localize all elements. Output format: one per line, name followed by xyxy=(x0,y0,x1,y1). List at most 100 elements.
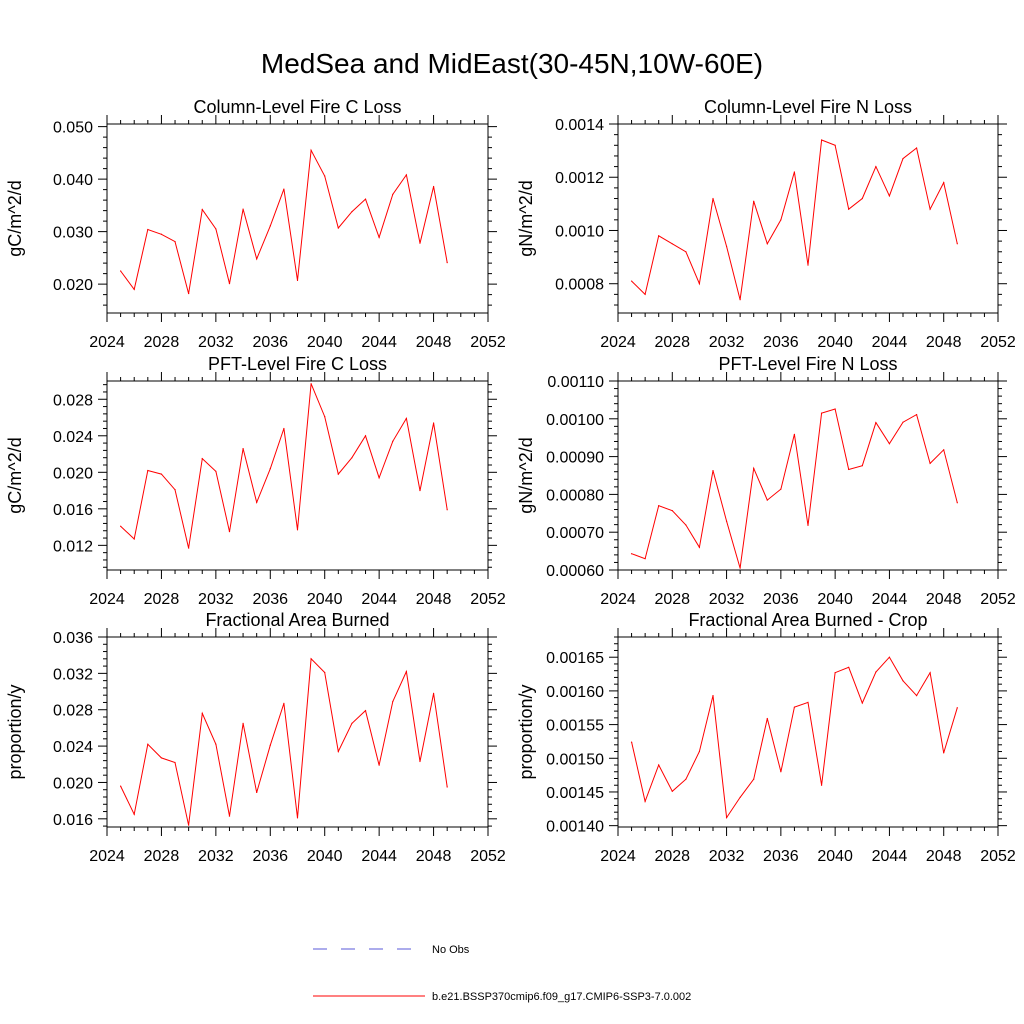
data-point xyxy=(392,193,394,195)
data-point xyxy=(753,778,755,780)
data-point xyxy=(269,225,271,227)
x-tick-label: 2044 xyxy=(872,848,908,865)
data-point xyxy=(861,702,863,704)
data-point xyxy=(739,299,741,301)
data-point xyxy=(432,422,435,424)
x-tick-label: 2052 xyxy=(470,848,506,865)
data-point xyxy=(902,421,904,423)
x-tick-label: 2036 xyxy=(763,848,799,865)
y-tick-label: 0.0008 xyxy=(555,277,604,294)
x-tick-label: 2028 xyxy=(144,334,180,351)
data-point xyxy=(698,283,701,285)
x-tick-label: 2040 xyxy=(817,334,853,351)
data-point xyxy=(644,293,646,295)
y-tick-label: 0.020 xyxy=(53,775,93,792)
data-point xyxy=(188,824,190,826)
panel-title: Column-Level Fire N Loss xyxy=(704,97,912,117)
data-point xyxy=(834,144,836,146)
x-tick-label: 2024 xyxy=(600,591,636,608)
x-tick-label: 2024 xyxy=(89,334,125,351)
data-point xyxy=(820,784,823,786)
data-point xyxy=(766,499,768,501)
data-point xyxy=(671,510,673,512)
data-point xyxy=(324,175,326,177)
y-tick-label: 0.00110 xyxy=(547,374,604,391)
y-tick-label: 0.00100 xyxy=(546,412,604,429)
data-point xyxy=(337,227,339,229)
x-tick-label: 2052 xyxy=(980,591,1016,608)
data-point xyxy=(378,764,380,766)
x-tick-label: 2032 xyxy=(709,334,745,351)
x-tick-label: 2040 xyxy=(817,848,853,865)
chart-panel-6: 2024 2028 2032 2036 2040 2044 2048 2052 0.00140 0… xyxy=(516,610,1016,865)
data-point xyxy=(351,722,353,724)
y-tick-label: 0.024 xyxy=(53,739,93,756)
data-point xyxy=(269,468,271,470)
data-point xyxy=(848,666,850,668)
data-point xyxy=(848,468,850,471)
figure-title: MedSea and MidEast(30-45N,10W-60E) xyxy=(260,48,764,79)
data-point xyxy=(419,760,421,763)
x-tick-label: 2048 xyxy=(416,591,452,608)
y-tick-label: 0.00060 xyxy=(546,563,604,580)
data-point xyxy=(296,529,299,531)
data-point xyxy=(147,743,149,745)
data-point xyxy=(685,251,687,253)
y-tick-label: 0.040 xyxy=(53,172,93,189)
x-tick-label: 2044 xyxy=(872,591,908,608)
data-point xyxy=(419,242,421,244)
legend-obs-label: No Obs xyxy=(432,944,470,956)
y-tick-label: 0.00090 xyxy=(546,450,604,467)
data-point xyxy=(766,717,768,720)
legend-model-label: b.e21.BSSP370cmip6.f09_g17.CMIP6-SSP3-7.… xyxy=(432,991,691,1003)
data-point xyxy=(725,245,728,248)
y-axis-label: gC/m^2/d xyxy=(5,437,25,513)
x-tick-label: 2044 xyxy=(872,334,908,351)
data-point xyxy=(956,707,958,709)
data-point xyxy=(405,174,407,176)
data-point xyxy=(296,279,299,282)
x-tick-label: 2040 xyxy=(307,591,343,608)
data-point xyxy=(671,790,673,792)
y-tick-label: 0.024 xyxy=(53,429,93,446)
y-tick-label: 0.016 xyxy=(53,502,93,519)
data-point xyxy=(337,750,339,753)
data-point xyxy=(943,181,945,184)
data-point xyxy=(256,501,258,504)
plot-frame xyxy=(106,380,489,571)
y-tick-label: 0.028 xyxy=(53,703,93,720)
y-tick-label: 0.00140 xyxy=(546,819,604,836)
data-point xyxy=(861,465,863,467)
data-point xyxy=(201,712,203,714)
y-tick-label: 0.036 xyxy=(53,630,93,647)
data-point xyxy=(915,695,918,697)
plot-frame xyxy=(617,123,999,314)
data-point xyxy=(188,292,190,295)
data-point xyxy=(133,288,135,290)
x-tick-label: 2052 xyxy=(980,334,1016,351)
data-point xyxy=(780,771,782,773)
panel-title: Column-Level Fire C Loss xyxy=(193,97,401,117)
data-point xyxy=(296,817,299,819)
data-point xyxy=(201,208,203,211)
y-tick-label: 0.00080 xyxy=(546,487,604,504)
data-point xyxy=(712,469,714,472)
data-point xyxy=(956,243,958,245)
data-point xyxy=(739,567,741,569)
data-point xyxy=(283,188,285,190)
x-tick-label: 2040 xyxy=(817,591,853,608)
data-point xyxy=(875,421,877,424)
data-point xyxy=(929,672,931,674)
y-tick-label: 0.020 xyxy=(53,277,93,294)
data-point xyxy=(956,502,958,504)
y-tick-label: 0.028 xyxy=(53,392,93,409)
legend: No Obs b.e21.BSSP370cmip6.f09_g17.CMIP6-… xyxy=(313,944,691,1003)
x-tick-label: 2044 xyxy=(361,591,397,608)
data-point xyxy=(351,457,353,459)
data-point xyxy=(310,383,312,385)
y-axis-label: proportion/y xyxy=(5,684,25,779)
data-point xyxy=(269,744,271,746)
data-point xyxy=(283,427,285,430)
x-tick-label: 2024 xyxy=(600,848,636,865)
